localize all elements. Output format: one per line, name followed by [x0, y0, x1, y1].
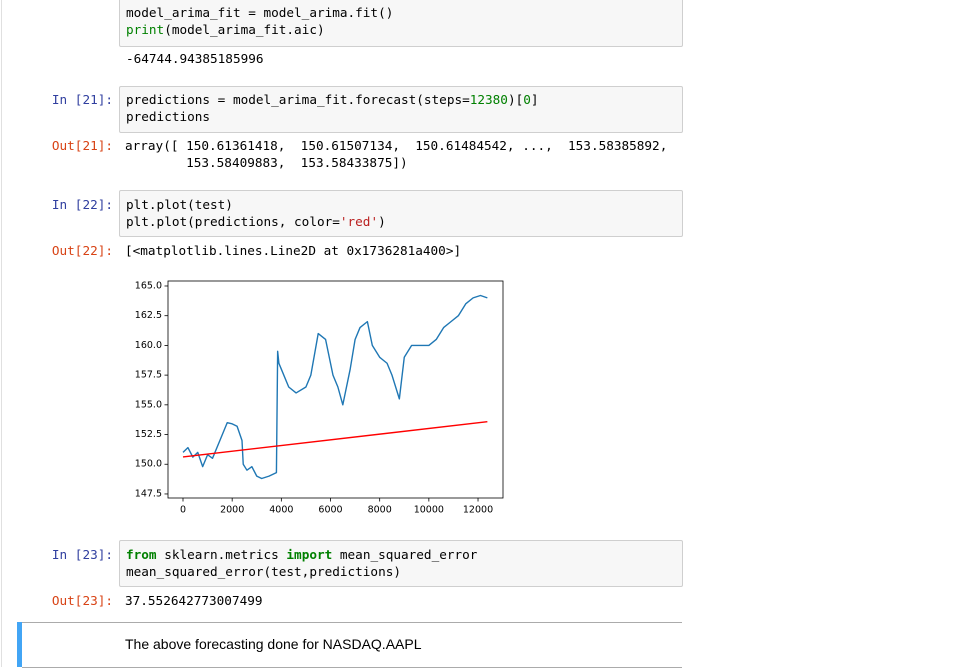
input-prompt: In [22]: — [51, 197, 113, 212]
code-token: ) — [378, 214, 386, 229]
code-line: predictions — [126, 109, 210, 124]
output-text: -64744.94385185996 — [126, 51, 264, 66]
code-token: mean_squared_error(test,predictions) — [126, 564, 401, 579]
y-tick-label: 162.5 — [135, 310, 162, 321]
code-cell[interactable] — [119, 86, 683, 133]
code-token: from — [126, 547, 157, 562]
y-tick-label: 155.0 — [135, 399, 162, 410]
code-token: plt.plot(predictions, color= — [126, 214, 340, 229]
markdown-text: The above forecasting done for NASDAQ.AA… — [125, 636, 422, 652]
code-token: sklearn.metrics — [156, 547, 287, 562]
code-token: plt.plot(test) — [126, 197, 233, 212]
code-token: 0 — [523, 92, 531, 107]
code-token: 'red' — [339, 214, 379, 229]
output-prompt: Out[22]: — [51, 243, 113, 258]
output-text: array([ 150.61361418, 150.61507134, 150.… — [125, 138, 668, 153]
code-token: (model_arima_fit.aic) — [164, 22, 325, 37]
x-tick-label: 2000 — [220, 505, 244, 516]
code-cell[interactable] — [119, 0, 683, 47]
code-token: predictions = model_arima_fit.forecast(s… — [126, 92, 470, 107]
data-line — [182, 294, 488, 480]
output-prompt: Out[23]: — [51, 593, 113, 608]
x-tick-label: 12000 — [463, 505, 493, 516]
code-token: print — [126, 22, 165, 37]
code-cell[interactable] — [119, 190, 683, 237]
selected-cell-bar — [17, 622, 22, 667]
y-tick-label: 160.0 — [135, 340, 162, 351]
plot-area — [167, 280, 504, 499]
input-prompt: In [21]: — [51, 92, 113, 107]
x-tick-label: 8000 — [368, 505, 392, 516]
code-line: plt.plot(test) — [126, 197, 233, 212]
code-cell[interactable] — [119, 540, 683, 587]
code-line: plt.plot(predictions, color='red') — [126, 214, 386, 229]
notebook-edge — [1, 0, 2, 667]
code-token: import — [286, 547, 333, 562]
y-tick-label: 165.0 — [135, 280, 162, 291]
x-tick-label: 0 — [180, 505, 186, 516]
output-text: 153.58409883, 153.58433875]) — [125, 155, 408, 170]
y-tick-label: 152.5 — [135, 429, 162, 440]
input-prompt: In [23]: — [51, 547, 113, 562]
y-tick-label: 157.5 — [135, 370, 162, 381]
code-token: 12380 — [469, 92, 508, 107]
data-line — [182, 420, 488, 458]
code-line: mean_squared_error(test,predictions) — [126, 564, 401, 579]
y-tick-label: 150.0 — [135, 459, 162, 470]
output-text: [<matplotlib.lines.Line2D at 0x1736281a4… — [125, 243, 462, 258]
code-token: mean_squared_error — [332, 547, 478, 562]
code-line: print(model_arima_fit.aic) — [126, 22, 325, 37]
code-token: )[ — [507, 92, 524, 107]
code-token: predictions — [126, 109, 211, 124]
x-tick-label: 6000 — [318, 505, 342, 516]
x-tick-label: 4000 — [269, 505, 293, 516]
code-line: model_arima_fit = model_arima.fit() — [126, 5, 393, 20]
output-prompt: Out[21]: — [51, 138, 113, 153]
code-token: model_arima_fit = model_arima.fit() — [126, 5, 394, 20]
code-line: predictions = model_arima_fit.forecast(s… — [126, 92, 539, 107]
x-tick-label: 10000 — [414, 505, 444, 516]
output-text: 37.552642773007499 — [125, 593, 263, 608]
code-token: ] — [530, 92, 539, 107]
y-tick-label: 147.5 — [135, 488, 162, 499]
code-line: from sklearn.metrics import mean_squared… — [126, 547, 477, 562]
